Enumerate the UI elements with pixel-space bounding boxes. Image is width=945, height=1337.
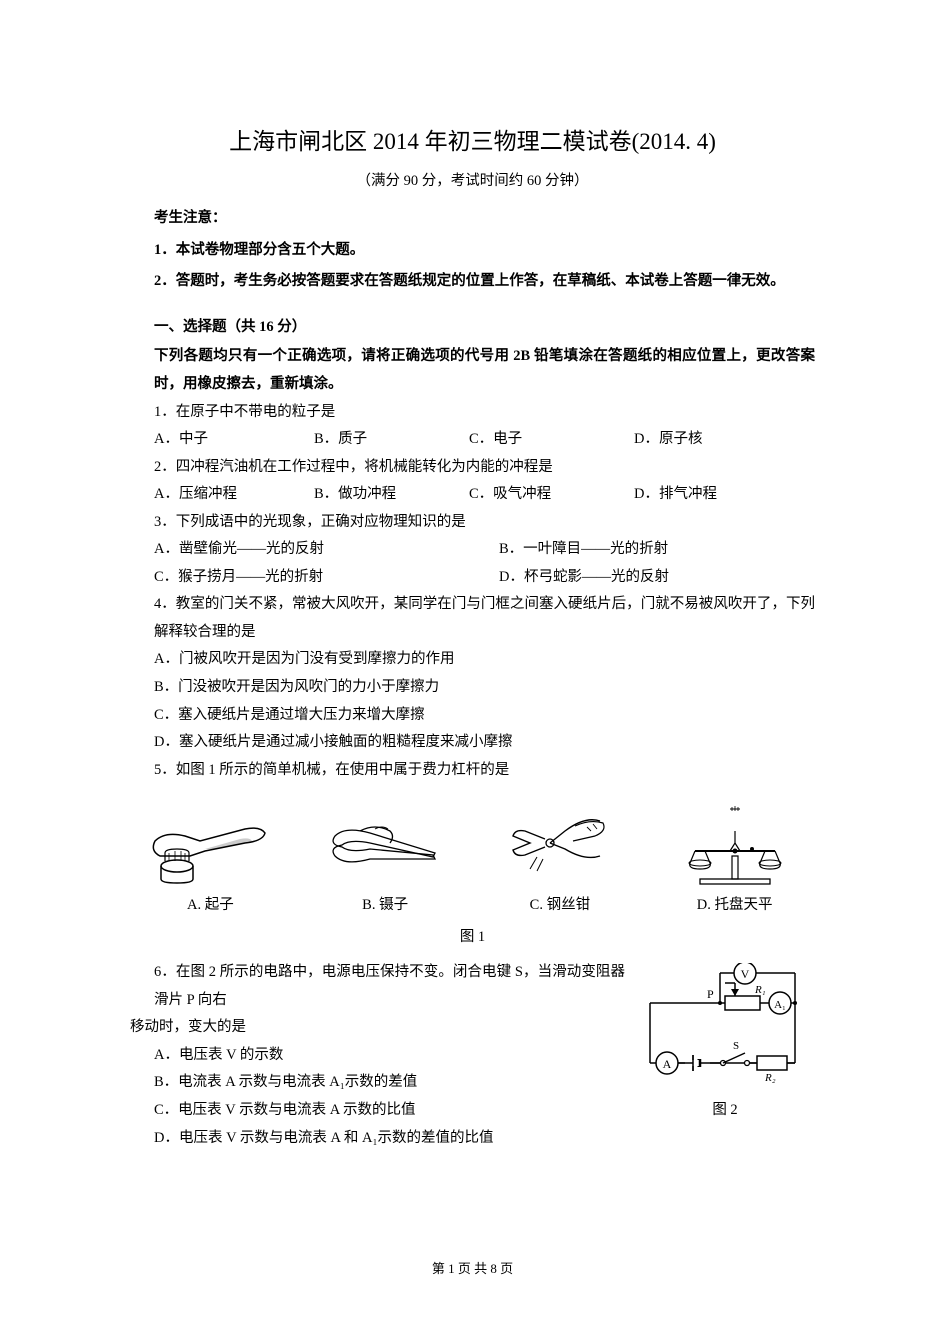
notice-1: 1．本试卷物理部分含五个大题。 (130, 237, 815, 265)
fig-B: B. 镊子 (305, 798, 466, 920)
circuit-R2: R₂ (764, 1072, 776, 1083)
fig-A-img (130, 798, 291, 888)
section1-header: 一、选择题（共 16 分） (130, 314, 815, 342)
q4-stem: 4．教室的门关不紧，常被大风吹开，某同学在门与门框之间塞入硬纸片后，门就不易被风… (130, 591, 815, 646)
q5-stem: 5．如图 1 所示的简单机械，在使用中属于费力杠杆的是 (130, 757, 815, 785)
fig-C: C. 钢丝钳 (480, 798, 641, 920)
q6-left: 6．在图 2 所示的电路中，电源电压保持不变。闭合电键 S，当滑动变阻器滑片 P… (130, 959, 625, 1152)
figure1-row: A. 起子 B. 镊子 C. 钢丝钳 (130, 798, 815, 920)
q6-C: C．电压表 V 示数与电流表 A 示数的比值 (130, 1097, 625, 1125)
circuit-diagram: V A₁ R₁ P A (635, 963, 810, 1083)
section1-desc-text: 下列各题均只有一个正确选项，请将正确选项的代号用 2B 铅笔填涂在答题纸的相应位… (154, 348, 815, 392)
q1-B: B．质子 (314, 426, 469, 454)
fig-B-caption: B. 镊子 (305, 892, 466, 920)
figure1-label: 图 1 (130, 924, 815, 952)
q6-wrap: 6．在图 2 所示的电路中，电源电压保持不变。闭合电键 S，当滑动变阻器滑片 P… (130, 959, 815, 1152)
fig-D-img (654, 798, 815, 888)
q2-A: A．压缩冲程 (154, 481, 314, 509)
page-footer: 第 1 页 共 8 页 (0, 1257, 945, 1282)
circuit-S: S (733, 1040, 739, 1052)
q2-options: A．压缩冲程 B．做功冲程 C．吸气冲程 D．排气冲程 (130, 481, 815, 509)
q1-D: D．原子核 (634, 426, 815, 454)
q3-row1: A．凿壁偷光——光的反射 B．一叶障目——光的折射 (130, 536, 815, 564)
q3-stem: 3．下列成语中的光现象，正确对应物理知识的是 (130, 509, 815, 537)
q3-D: D．杯弓蛇影——光的反射 (499, 564, 815, 592)
q6-right: V A₁ R₁ P A (625, 959, 815, 1125)
q2-stem: 2．四冲程汽油机在工作过程中，将机械能转化为内能的冲程是 (130, 454, 815, 482)
q6-stem2: 移动时，变大的是 (130, 1014, 625, 1042)
q3-B: B．一叶障目——光的折射 (499, 536, 815, 564)
circuit-R1: R₁ (754, 984, 766, 996)
q2-B: B．做功冲程 (314, 481, 469, 509)
q4-B: B．门没被吹开是因为风吹门的力小于摩擦力 (130, 674, 815, 702)
notice-2-text: 2．答题时，考生务必按答题要求在答题纸规定的位置上作答，在草稿纸、本试卷上答题一… (154, 273, 785, 289)
notice-header: 考生注意： (130, 205, 815, 233)
q1-options: A．中子 B．质子 C．电子 D．原子核 (130, 426, 815, 454)
q2-D: D．排气冲程 (634, 481, 815, 509)
q1-C: C．电子 (469, 426, 634, 454)
q6-B: B．电流表 A 示数与电流表 A₁示数的差值 (130, 1069, 625, 1097)
q4-D: D．塞入硬纸片是通过减小接触面的粗糙程度来减小摩擦 (130, 729, 815, 757)
exam-title: 上海市闸北区 2014 年初三物理二模试卷(2014. 4) (130, 120, 815, 164)
fig-A: A. 起子 (130, 798, 291, 920)
fig-B-img (305, 798, 466, 888)
q2-C: C．吸气冲程 (469, 481, 634, 509)
q4-stem-text: 4．教室的门关不紧，常被大风吹开，某同学在门与门框之间塞入硬纸片后，门就不易被风… (154, 596, 815, 640)
q4-C: C．塞入硬纸片是通过增大压力来增大摩擦 (130, 702, 815, 730)
notice-2: 2．答题时，考生务必按答题要求在答题纸规定的位置上作答，在草稿纸、本试卷上答题一… (130, 268, 815, 296)
section1-desc: 下列各题均只有一个正确选项，请将正确选项的代号用 2B 铅笔填涂在答题纸的相应位… (130, 343, 815, 398)
fig-C-img (480, 798, 641, 888)
fig-D: D. 托盘天平 (654, 798, 815, 920)
fig-D-caption: D. 托盘天平 (654, 892, 815, 920)
q6-D: D．电压表 V 示数与电流表 A 和 A₁示数的差值的比值 (130, 1125, 625, 1153)
q6-stem1: 6．在图 2 所示的电路中，电源电压保持不变。闭合电键 S，当滑动变阻器滑片 P… (130, 959, 625, 1014)
circuit-icon: V A₁ R₁ P A (635, 963, 810, 1083)
pliers-icon (495, 801, 625, 886)
circuit-A1: A₁ (774, 999, 786, 1011)
balance-scale-icon (670, 801, 800, 886)
fig-C-caption: C. 钢丝钳 (480, 892, 641, 920)
q3-A: A．凿壁偷光——光的反射 (154, 536, 499, 564)
q3-C: C．猴子捞月——光的折射 (154, 564, 499, 592)
circuit-P: P (707, 987, 714, 1001)
bottle-opener-icon (145, 801, 275, 886)
q1-stem: 1．在原子中不带电的粒子是 (130, 399, 815, 427)
q4-A: A．门被风吹开是因为门没有受到摩擦力的作用 (130, 646, 815, 674)
exam-subtitle: （满分 90 分，考试时间约 60 分钟） (130, 168, 815, 196)
circuit-A: A (663, 1057, 672, 1071)
q1-A: A．中子 (154, 426, 314, 454)
q3-row2: C．猴子捞月——光的折射 D．杯弓蛇影——光的反射 (130, 564, 815, 592)
q6-A: A．电压表 V 的示数 (130, 1042, 625, 1070)
circuit-V: V (741, 967, 750, 981)
figure2-label: 图 2 (635, 1097, 815, 1125)
tweezers-icon (320, 801, 450, 886)
fig-A-caption: A. 起子 (130, 892, 291, 920)
